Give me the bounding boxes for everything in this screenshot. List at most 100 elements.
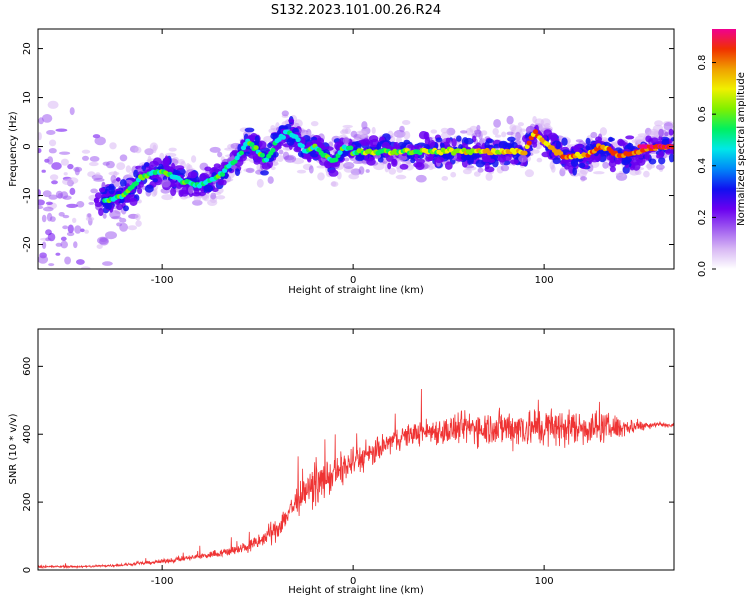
heatmap-cell xyxy=(119,154,128,162)
heatmap-cell xyxy=(415,162,425,171)
heatmap-cell xyxy=(248,152,258,159)
heatmap-cell xyxy=(82,155,89,161)
heatmap-cell xyxy=(428,165,434,171)
heatmap-cell xyxy=(341,128,349,134)
heatmap-cell xyxy=(174,165,185,171)
heatmap-cell xyxy=(648,158,657,165)
heatmap-cell xyxy=(284,123,292,130)
heatmap-cell xyxy=(509,159,519,165)
heatmap-cell xyxy=(590,131,598,139)
heatmap-cell xyxy=(152,144,157,154)
snr-x-tick-label: 0 xyxy=(350,576,356,587)
heatmap-cell xyxy=(402,120,411,125)
heatmap-cell xyxy=(134,146,142,154)
heatmap-cell xyxy=(127,225,137,231)
heatmap-cell xyxy=(475,159,485,168)
heatmap-cell xyxy=(403,131,411,140)
heatmap-cell xyxy=(115,177,121,182)
colorbar-label: Normalized spectral amplitude xyxy=(736,72,747,226)
heatmap-cell xyxy=(94,136,106,146)
heatmap-cell xyxy=(532,129,539,135)
heatmap-cell xyxy=(128,171,135,180)
heatmap-cell xyxy=(64,256,71,265)
heatmap-cell xyxy=(45,237,50,242)
heatmap-cell xyxy=(38,255,49,264)
heatmap-cell xyxy=(387,162,392,170)
snr-panel: -100 0 100 0 200 400 600 Height of straight li… xyxy=(8,328,675,596)
heatmap-cell xyxy=(643,170,650,178)
heatmap-cell xyxy=(456,135,462,142)
colorbar-tick-label: 0.0 xyxy=(697,261,708,277)
heatmap-cell xyxy=(41,114,53,123)
heatmap-cell xyxy=(88,201,95,205)
heatmap-cell xyxy=(49,174,59,181)
heatmap-cell xyxy=(288,118,295,123)
heatmap-cell xyxy=(543,129,553,138)
heatmap-cell xyxy=(119,222,128,232)
heatmap-cell xyxy=(74,225,82,234)
spectrogram-x-tick-label: 0 xyxy=(350,275,356,286)
heatmap-cell xyxy=(507,136,516,142)
heatmap-cell xyxy=(518,154,528,163)
heatmap-cell xyxy=(295,137,301,143)
heatmap-cell xyxy=(506,131,514,136)
heatmap-cell xyxy=(69,187,76,195)
heatmap-cell xyxy=(311,139,318,145)
heatmap-cell xyxy=(48,263,55,267)
colorbar-tick-label: 0.8 xyxy=(697,55,708,71)
heatmap-cell xyxy=(358,130,367,139)
heatmap-cell xyxy=(99,237,109,246)
heatmap-cell xyxy=(170,187,177,197)
heatmap-cell xyxy=(66,203,78,208)
heatmap-cell xyxy=(161,179,171,188)
heatmap-cell xyxy=(144,162,150,167)
heatmap-cell xyxy=(366,157,376,166)
heatmap-cell xyxy=(62,225,69,230)
heatmap-cell xyxy=(430,129,438,134)
heatmap-cell xyxy=(253,145,259,151)
snr-plot-area xyxy=(38,329,674,570)
heatmap-cell xyxy=(219,172,226,177)
spectrogram-y-tick-label: 20 xyxy=(22,42,33,55)
heatmap-cell xyxy=(664,131,669,137)
heatmap-cell xyxy=(144,148,155,155)
heatmap-cell xyxy=(619,173,626,177)
snr-frame xyxy=(37,328,675,571)
heatmap-cell xyxy=(450,171,457,178)
heatmap-cell xyxy=(500,164,510,172)
heatmap-cell xyxy=(342,124,353,129)
heatmap-cell xyxy=(238,150,244,156)
heatmap-cell xyxy=(210,192,217,200)
snr-x-tick-label: -100 xyxy=(151,576,174,587)
snr-y-tick-label: 0 xyxy=(22,567,33,573)
colorbar-tick-label: 0.6 xyxy=(697,106,708,122)
heatmap-cell xyxy=(644,152,650,161)
heatmap-cell xyxy=(395,174,407,180)
heatmap-cell xyxy=(38,205,44,210)
heatmap-cell xyxy=(493,119,501,128)
heatmap-cell xyxy=(102,261,113,266)
heatmap-cell xyxy=(119,217,127,223)
heatmap-cell xyxy=(73,166,83,172)
heatmap-cell xyxy=(80,266,91,269)
heatmap-cell xyxy=(477,167,484,173)
heatmap-cell xyxy=(580,176,588,181)
heatmap-cell xyxy=(552,157,561,165)
heatmap-cell xyxy=(573,146,579,152)
heatmap-cell xyxy=(62,178,74,185)
heatmap-cell xyxy=(371,126,376,135)
heatmap-cell xyxy=(89,156,100,162)
heatmap-cell xyxy=(415,144,423,150)
heatmap-cell xyxy=(625,135,635,140)
heatmap-cell xyxy=(609,154,615,164)
heatmap-cell xyxy=(45,201,53,205)
heatmap-cell xyxy=(485,172,493,181)
heatmap-cell xyxy=(282,151,290,160)
heatmap-cell xyxy=(441,176,449,181)
heatmap-cell xyxy=(58,212,65,217)
heatmap-cell xyxy=(93,197,99,204)
heatmap-cell xyxy=(60,283,68,292)
heatmap-cell xyxy=(668,128,674,136)
heatmap-cell xyxy=(66,231,75,237)
